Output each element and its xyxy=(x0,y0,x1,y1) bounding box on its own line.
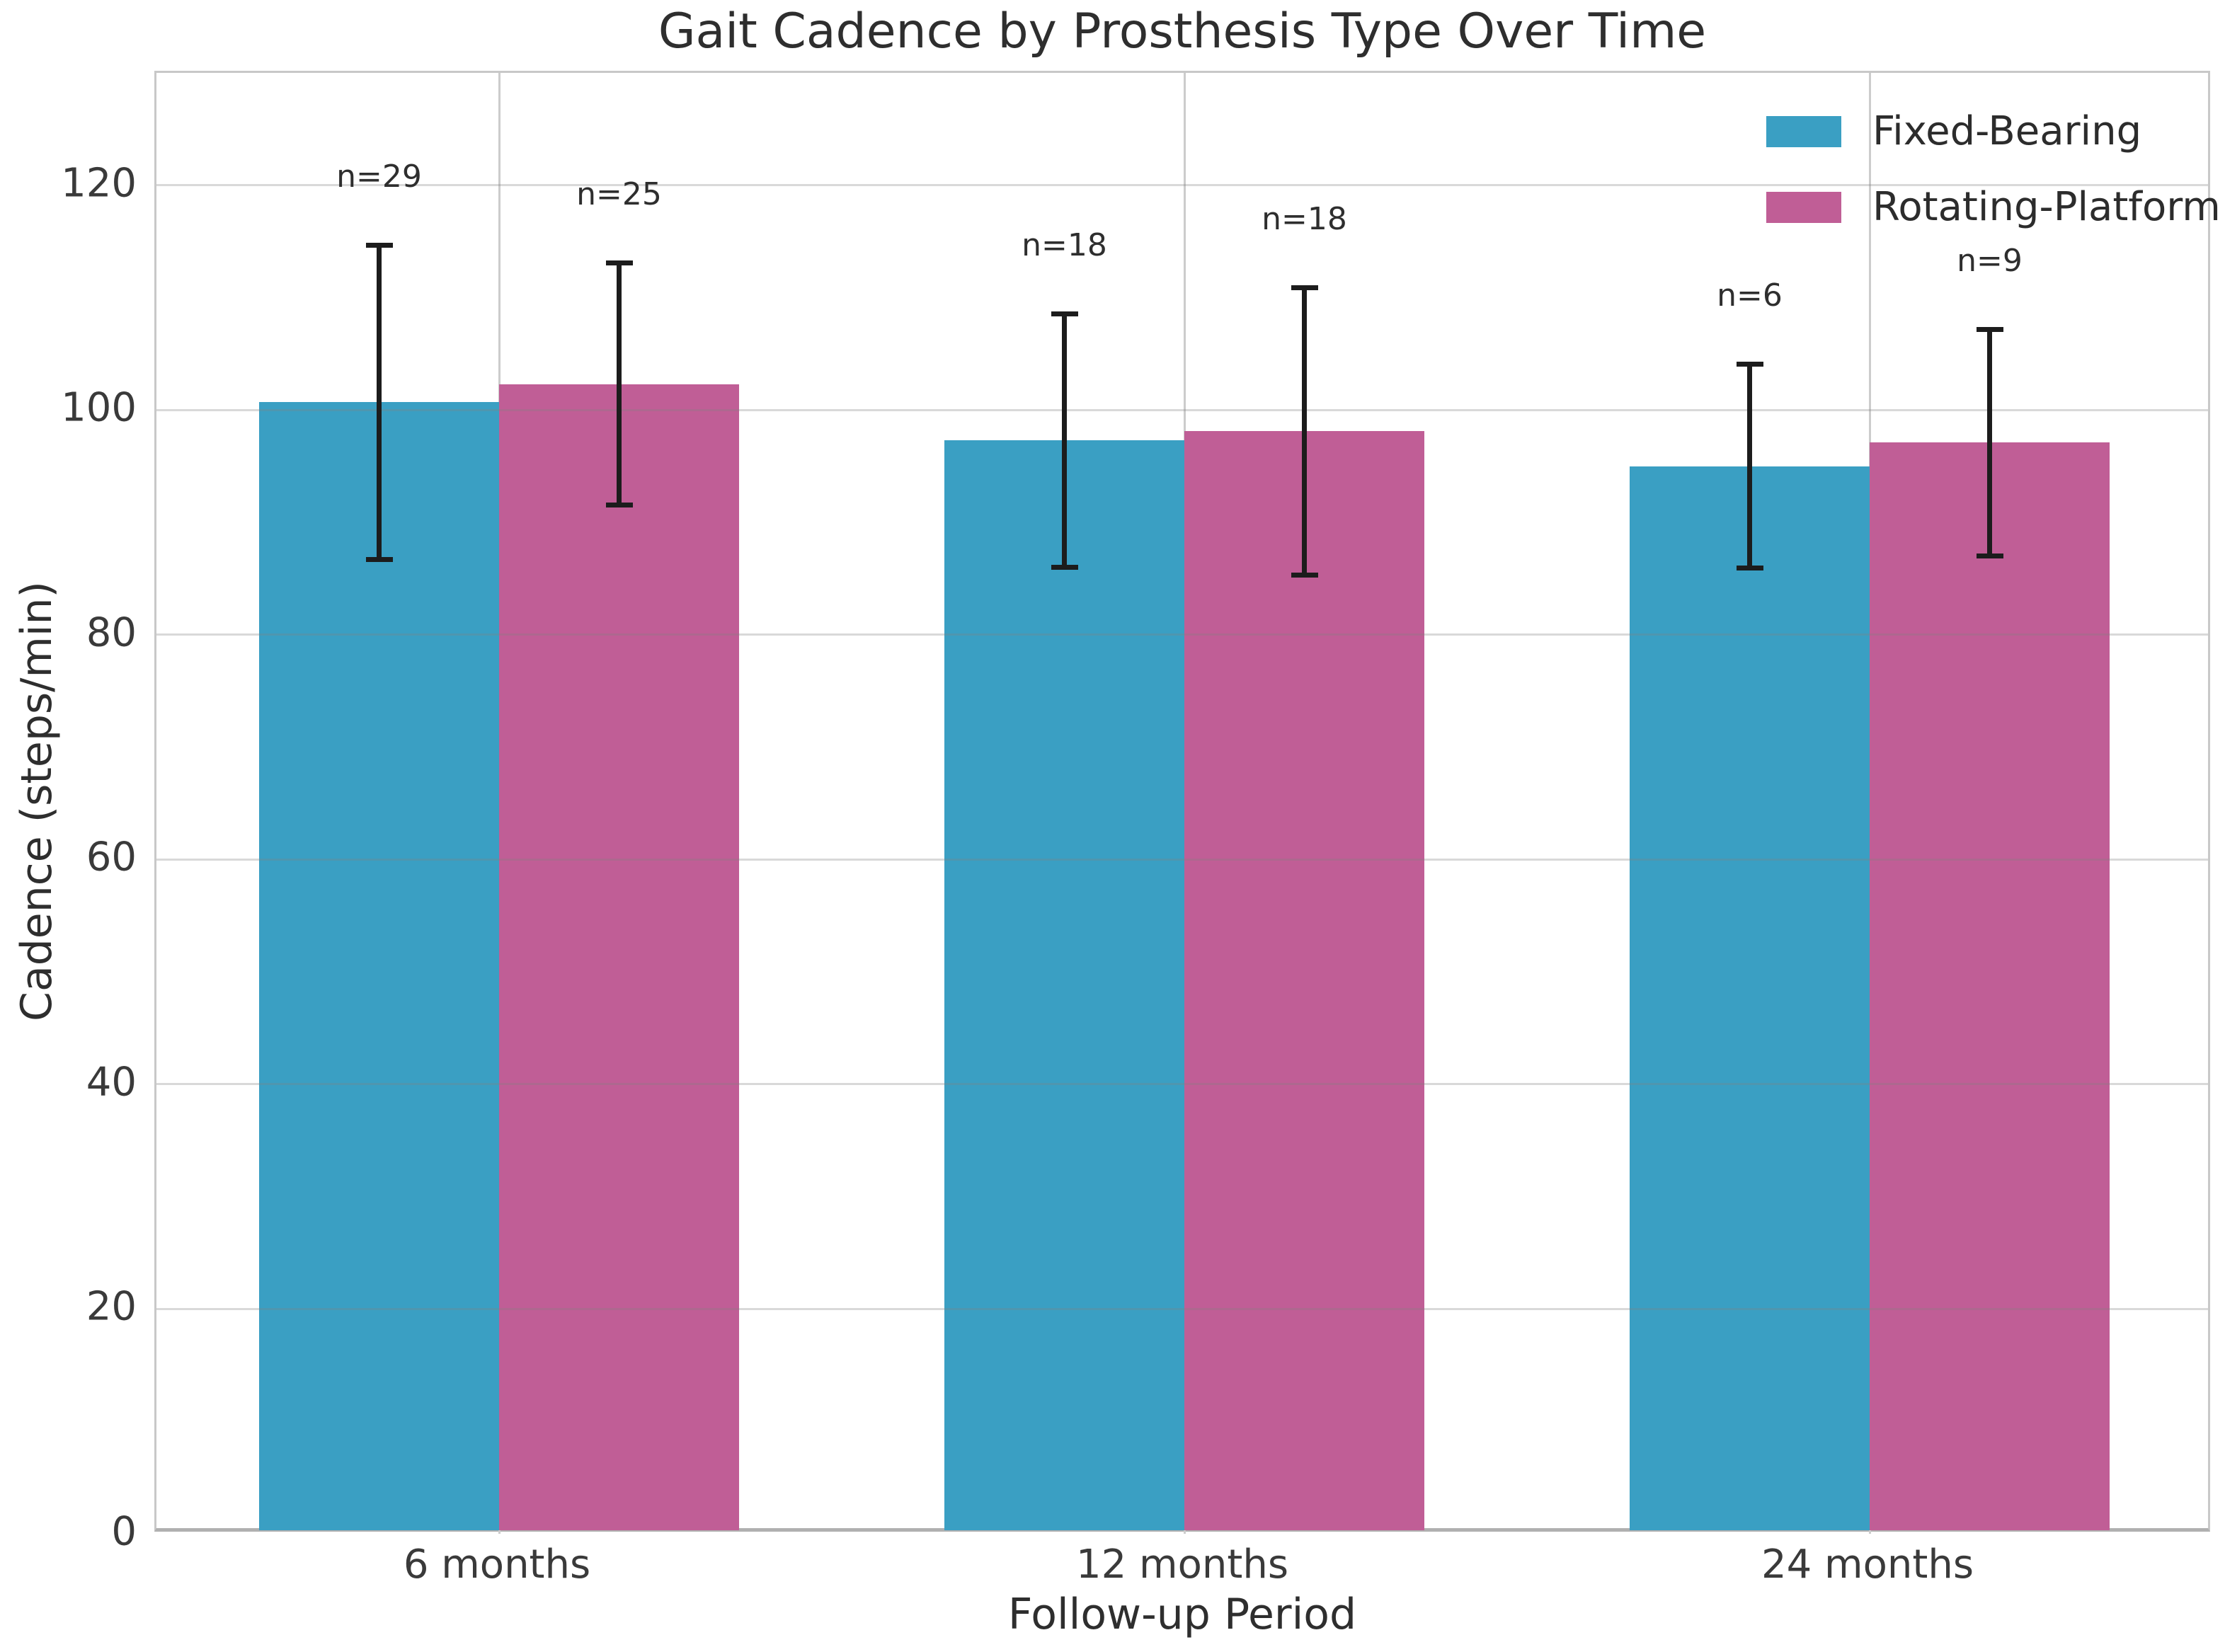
errorbar-fixed-bearing-6-months xyxy=(377,242,382,562)
y-tick-0: 0 xyxy=(111,1508,137,1555)
y-tick-120: 120 xyxy=(61,160,137,207)
y-tick-60: 60 xyxy=(86,834,137,881)
x-tick-12-months: 12 months xyxy=(1076,1542,1288,1588)
gridline-y-120 xyxy=(156,184,2208,187)
errorbar-cap-top-rotating-platform-24-months xyxy=(1976,326,2003,332)
errorbar-rotating-platform-12-months xyxy=(1302,285,1307,578)
bar-rotating-platform-12-months xyxy=(1184,431,1424,1530)
bar-rotating-platform-24-months xyxy=(1870,442,2110,1530)
errorbar-cap-bottom-fixed-bearing-12-months xyxy=(1051,564,1078,570)
legend: Fixed-Bearing Rotating-Platform xyxy=(1766,110,2221,262)
y-tick-100: 100 xyxy=(61,384,137,431)
legend-label-fixed-bearing: Fixed-Bearing xyxy=(1872,108,2142,154)
chart-title: Gait Cadence by Prosthesis Type Over Tim… xyxy=(658,4,1707,59)
legend-swatch-rotating-platform xyxy=(1766,192,1841,223)
y-tick-40: 40 xyxy=(86,1059,137,1106)
errorbar-cap-bottom-rotating-platform-24-months xyxy=(1976,553,2003,558)
errorbar-cap-top-fixed-bearing-6-months xyxy=(365,242,393,248)
gridline-y-20 xyxy=(156,1307,2208,1310)
errorbar-cap-top-fixed-bearing-24-months xyxy=(1736,362,1763,367)
errorbar-rotating-platform-24-months xyxy=(1987,326,1992,558)
n-label-fixed-bearing-24-months: n=6 xyxy=(1717,277,1783,314)
errorbar-cap-bottom-fixed-bearing-6-months xyxy=(365,556,393,562)
gridline-y-60 xyxy=(156,858,2208,861)
legend-swatch-fixed-bearing xyxy=(1766,116,1841,147)
bar-rotating-platform-6-months xyxy=(499,384,739,1530)
gridline-y-100 xyxy=(156,408,2208,411)
n-label-rotating-platform-24-months: n=9 xyxy=(1957,242,2023,279)
y-axis-label: Cadence (steps/min) xyxy=(12,581,62,1021)
errorbar-cap-bottom-rotating-platform-12-months xyxy=(1291,572,1318,578)
n-label-rotating-platform-6-months: n=25 xyxy=(576,176,662,213)
legend-label-rotating-platform: Rotating-Platform xyxy=(1872,184,2221,230)
x-tick-24-months: 24 months xyxy=(1761,1542,1974,1588)
gridline-y-80 xyxy=(156,633,2208,636)
bar-fixed-bearing-6-months xyxy=(259,402,499,1530)
n-label-rotating-platform-12-months: n=18 xyxy=(1262,201,1347,238)
y-tick-80: 80 xyxy=(86,609,137,656)
errorbar-cap-top-rotating-platform-6-months xyxy=(605,260,633,266)
legend-entry-fixed-bearing: Fixed-Bearing xyxy=(1766,110,2221,153)
gridline-y-40 xyxy=(156,1083,2208,1086)
errorbar-cap-top-rotating-platform-12-months xyxy=(1291,285,1318,291)
bar-fixed-bearing-24-months xyxy=(1630,466,1870,1530)
errorbar-rotating-platform-6-months xyxy=(617,260,622,508)
x-tick-6-months: 6 months xyxy=(403,1542,591,1588)
n-label-fixed-bearing-6-months: n=29 xyxy=(336,158,422,195)
errorbar-cap-top-fixed-bearing-12-months xyxy=(1051,311,1078,316)
errorbar-cap-bottom-fixed-bearing-24-months xyxy=(1736,566,1763,571)
errorbar-fixed-bearing-24-months xyxy=(1747,362,1752,571)
errorbar-fixed-bearing-12-months xyxy=(1062,311,1067,570)
y-tick-20: 20 xyxy=(86,1283,137,1330)
errorbar-cap-bottom-rotating-platform-6-months xyxy=(605,503,633,508)
n-label-fixed-bearing-12-months: n=18 xyxy=(1022,226,1107,263)
x-axis-label: Follow-up Period xyxy=(1007,1590,1357,1639)
plot-area: n=29 n=18 n=6 n=25 n=18 n=9 xyxy=(154,71,2210,1534)
bar-fixed-bearing-12-months xyxy=(944,440,1184,1530)
legend-entry-rotating-platform: Rotating-Platform xyxy=(1766,186,2221,229)
